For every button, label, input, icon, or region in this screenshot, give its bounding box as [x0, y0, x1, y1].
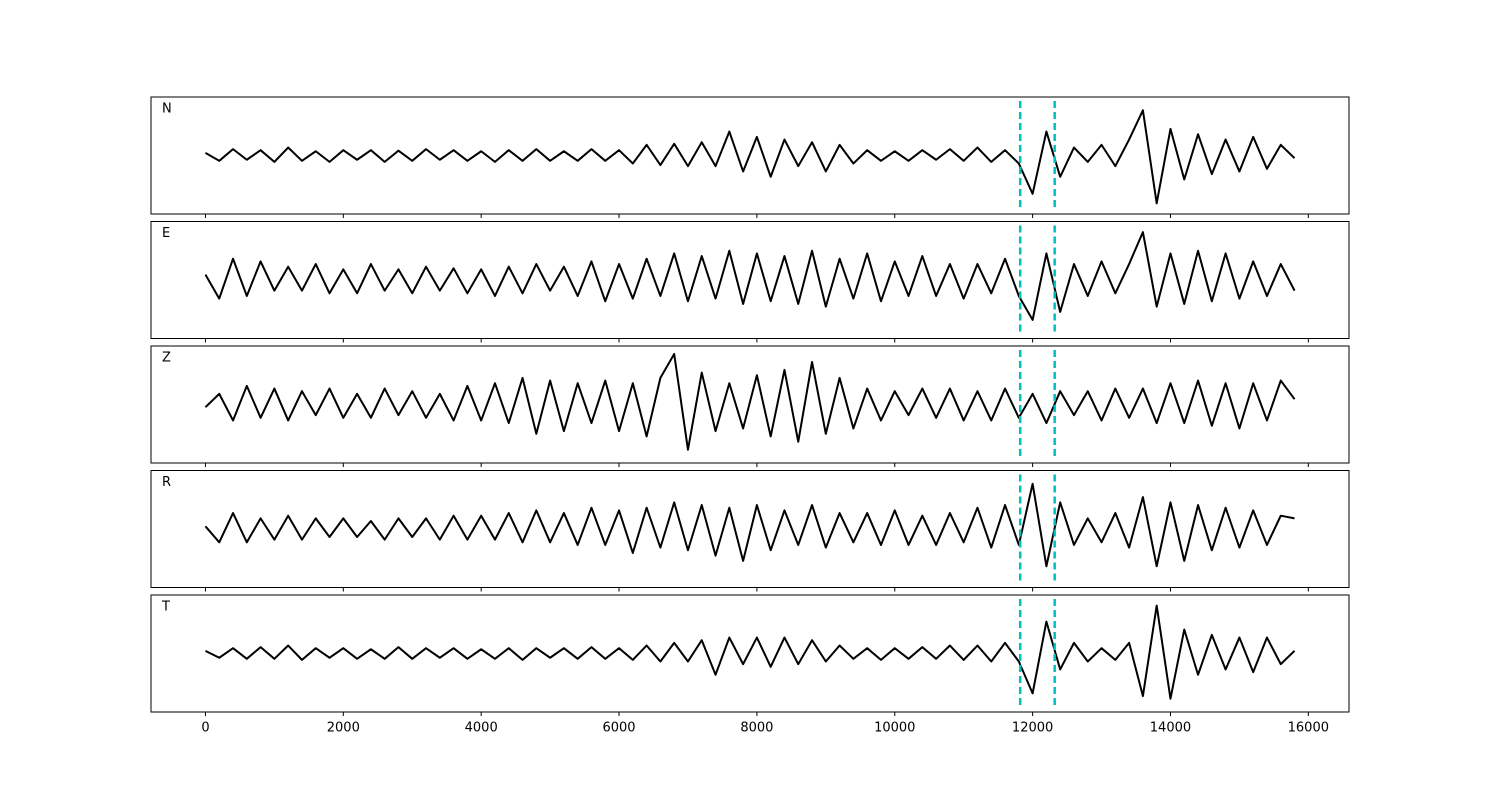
x-tick-label: 10000 — [874, 721, 915, 736]
panel-border — [150, 470, 1350, 588]
panel-label: Z — [162, 351, 171, 366]
panel-label: T — [161, 600, 170, 615]
panel-border — [150, 345, 1350, 464]
panel-label: R — [162, 475, 171, 490]
x-tick-label: 4000 — [465, 721, 498, 736]
x-tick-label: 2000 — [327, 721, 360, 736]
panel-label: N — [162, 102, 172, 117]
waveform — [204, 352, 1296, 451]
panel-border — [150, 221, 1350, 339]
x-tick-label: 6000 — [602, 721, 635, 736]
waveform — [204, 231, 1296, 321]
panel-label: E — [162, 226, 170, 241]
x-tick-label: 14000 — [1150, 721, 1191, 736]
x-tick-label: 0 — [201, 721, 209, 736]
panel-border — [150, 96, 1350, 215]
x-tick-label: 8000 — [740, 721, 773, 736]
waveform — [205, 604, 1296, 700]
panel-border — [150, 594, 1350, 713]
waveform — [204, 109, 1296, 205]
x-tick-label: 16000 — [1288, 721, 1329, 736]
waveform — [204, 482, 1295, 568]
x-tick-label: 12000 — [1012, 721, 1053, 736]
